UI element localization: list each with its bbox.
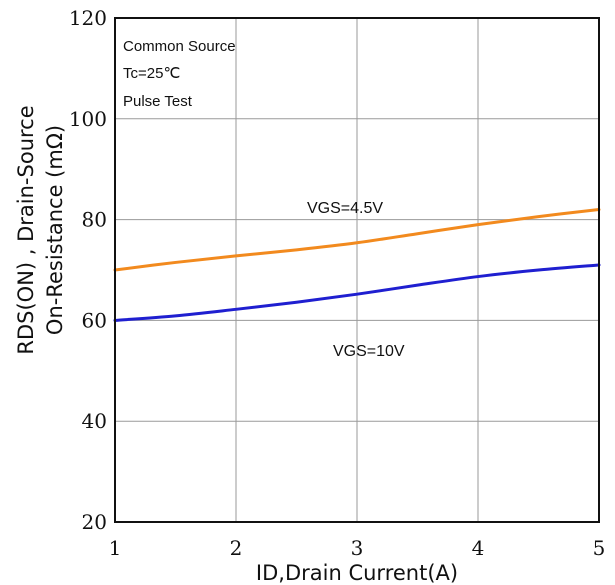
y-tick-label: 80 — [82, 208, 107, 232]
x-tick-label: 1 — [109, 536, 122, 560]
series-label-vgs-10v: VGS=10V — [333, 343, 405, 360]
y-tick-label: 120 — [69, 6, 107, 30]
plot-frame — [114, 17, 600, 523]
series-group — [113, 208, 601, 322]
x-tick-label: 2 — [230, 536, 243, 560]
series-label-vgs-4-5v: VGS=4.5V — [307, 200, 383, 217]
series-line-vgs-10v — [113, 263, 601, 322]
y-tick-label: 40 — [82, 409, 107, 433]
grid — [115, 18, 599, 522]
y-tick-label: 100 — [69, 107, 107, 131]
y-axis-title-line-2: On-Resistance (mΩ) — [43, 125, 67, 335]
x-tick-label: 3 — [351, 536, 364, 560]
x-tick-label: 4 — [472, 536, 485, 560]
annotation-temperature: Tc=25℃ — [123, 65, 180, 82]
series-line-vgs-4-5v — [113, 208, 601, 272]
annotation-common-source: Common Source — [123, 38, 236, 55]
y-axis-title-line-1: RDS(ON) , Drain-Source — [14, 105, 38, 354]
annotation-pulse-test: Pulse Test — [123, 93, 193, 110]
x-tick-label: 5 — [593, 536, 606, 560]
tick-labels: 20 40 60 80 100 120 1 2 3 4 5 — [69, 6, 606, 560]
x-axis-title: ID,Drain Current(A) — [256, 561, 458, 585]
y-tick-label: 20 — [82, 510, 107, 534]
y-tick-label: 60 — [82, 308, 107, 332]
